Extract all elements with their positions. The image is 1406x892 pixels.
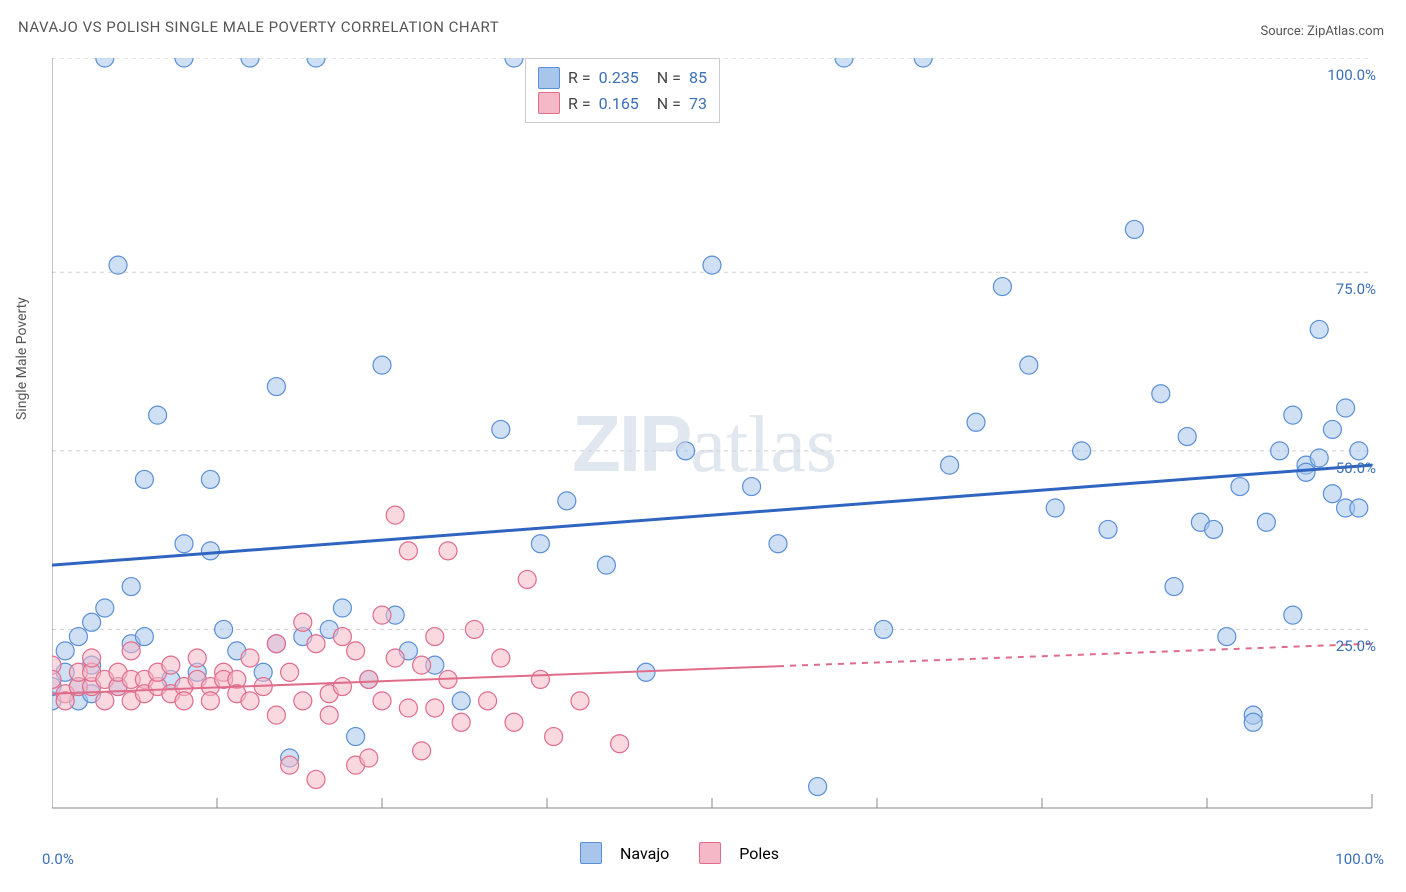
x-tick-0: 0.0% (42, 850, 74, 868)
n-navajo: 85 (689, 65, 707, 91)
legend-label-poles: Poles (739, 844, 779, 863)
chart-title: NAVAJO VS POLISH SINGLE MALE POVERTY COR… (18, 18, 499, 36)
swatch-poles (538, 92, 560, 114)
stats-legend: R = 0.235 N = 85 R = 0.165 N = 73 (525, 58, 720, 123)
stats-row-navajo: R = 0.235 N = 85 (538, 65, 707, 91)
y-axis-label: Single Male Poverty (14, 297, 30, 420)
chart-area: ZIPatlas (52, 58, 1382, 828)
r-poles: 0.165 (599, 91, 639, 117)
source-attribution: Source: ZipAtlas.com (1260, 24, 1384, 39)
legend-label-navajo: Navajo (620, 844, 669, 863)
stats-row-poles: R = 0.165 N = 73 (538, 91, 707, 117)
legend-swatch-navajo (580, 842, 602, 864)
swatch-navajo (538, 67, 560, 89)
x-tick-100: 100.0% (1335, 850, 1384, 868)
series-legend: Navajo Poles (580, 842, 779, 864)
scatter-plot (52, 58, 1382, 828)
r-navajo: 0.235 (599, 65, 639, 91)
y-tick-50: 50.0% (1336, 459, 1376, 477)
y-tick-25: 25.0% (1336, 637, 1376, 655)
y-tick-75: 75.0% (1336, 280, 1376, 298)
legend-swatch-poles (699, 842, 721, 864)
n-poles: 73 (689, 91, 707, 117)
y-tick-100: 100.0% (1327, 66, 1376, 84)
